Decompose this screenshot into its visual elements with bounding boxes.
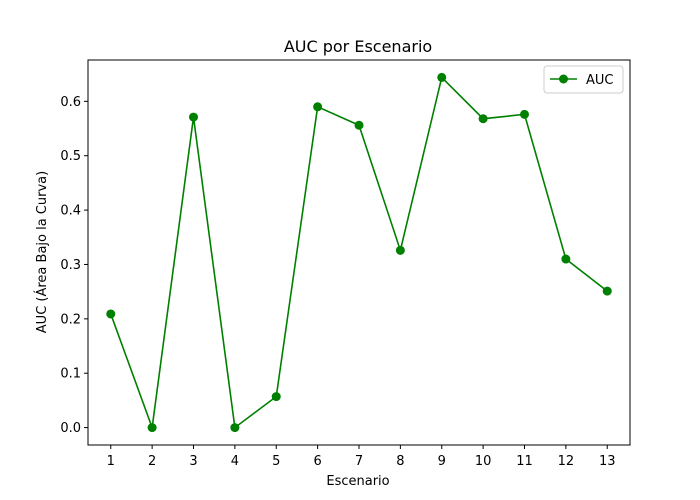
data-point [313, 102, 323, 112]
data-point [271, 392, 281, 402]
x-tick-label: 10 [475, 454, 492, 469]
data-point [147, 423, 157, 433]
x-axis: 1 2 3 4 5 6 7 8 9 10 11 12 13 [107, 445, 616, 469]
data-point [395, 245, 405, 255]
y-axis-title: AUC (Área Bajo la Curva) [34, 171, 50, 333]
legend: AUC [543, 65, 624, 94]
y-tick-label: 0.6 [60, 95, 81, 110]
y-tick-label: 0.4 [60, 204, 81, 219]
x-tick-label: 3 [189, 454, 197, 469]
x-tick-label: 6 [313, 454, 321, 469]
x-tick-label: 2 [148, 454, 156, 469]
x-tick-label: 8 [396, 454, 404, 469]
legend-label-auc: AUC [586, 73, 614, 88]
data-point [230, 423, 240, 433]
data-point [106, 309, 116, 319]
x-tick-label: 1 [107, 454, 115, 469]
x-tick-label: 4 [231, 454, 239, 469]
data-point [602, 286, 612, 296]
y-tick-label: 0.3 [60, 258, 81, 273]
x-tick-label: 12 [558, 454, 575, 469]
chart-title: AUC por Escenario [284, 37, 432, 56]
x-tick-label: 9 [438, 454, 446, 469]
data-point [437, 72, 447, 82]
x-axis-title: Escenario [326, 474, 389, 489]
data-point [189, 112, 199, 122]
data-point [519, 109, 529, 119]
y-axis: 0.0 0.1 0.2 0.3 0.4 0.5 0.6 [60, 95, 88, 436]
data-point [561, 254, 571, 264]
y-tick-label: 0.5 [60, 149, 81, 164]
y-tick-label: 0.2 [60, 312, 81, 327]
x-tick-label: 5 [272, 454, 280, 469]
y-tick-label: 0.1 [60, 367, 81, 382]
x-tick-label: 11 [516, 454, 533, 469]
plot-area-frame [87, 59, 631, 446]
series-layer [106, 72, 612, 433]
legend-box [543, 65, 624, 94]
legend-marker-swatch [559, 74, 568, 84]
data-point [478, 114, 488, 124]
x-tick-label: 13 [599, 454, 616, 469]
y-tick-label: 0.0 [60, 421, 81, 436]
data-point [354, 120, 364, 130]
x-tick-label: 7 [355, 454, 363, 469]
